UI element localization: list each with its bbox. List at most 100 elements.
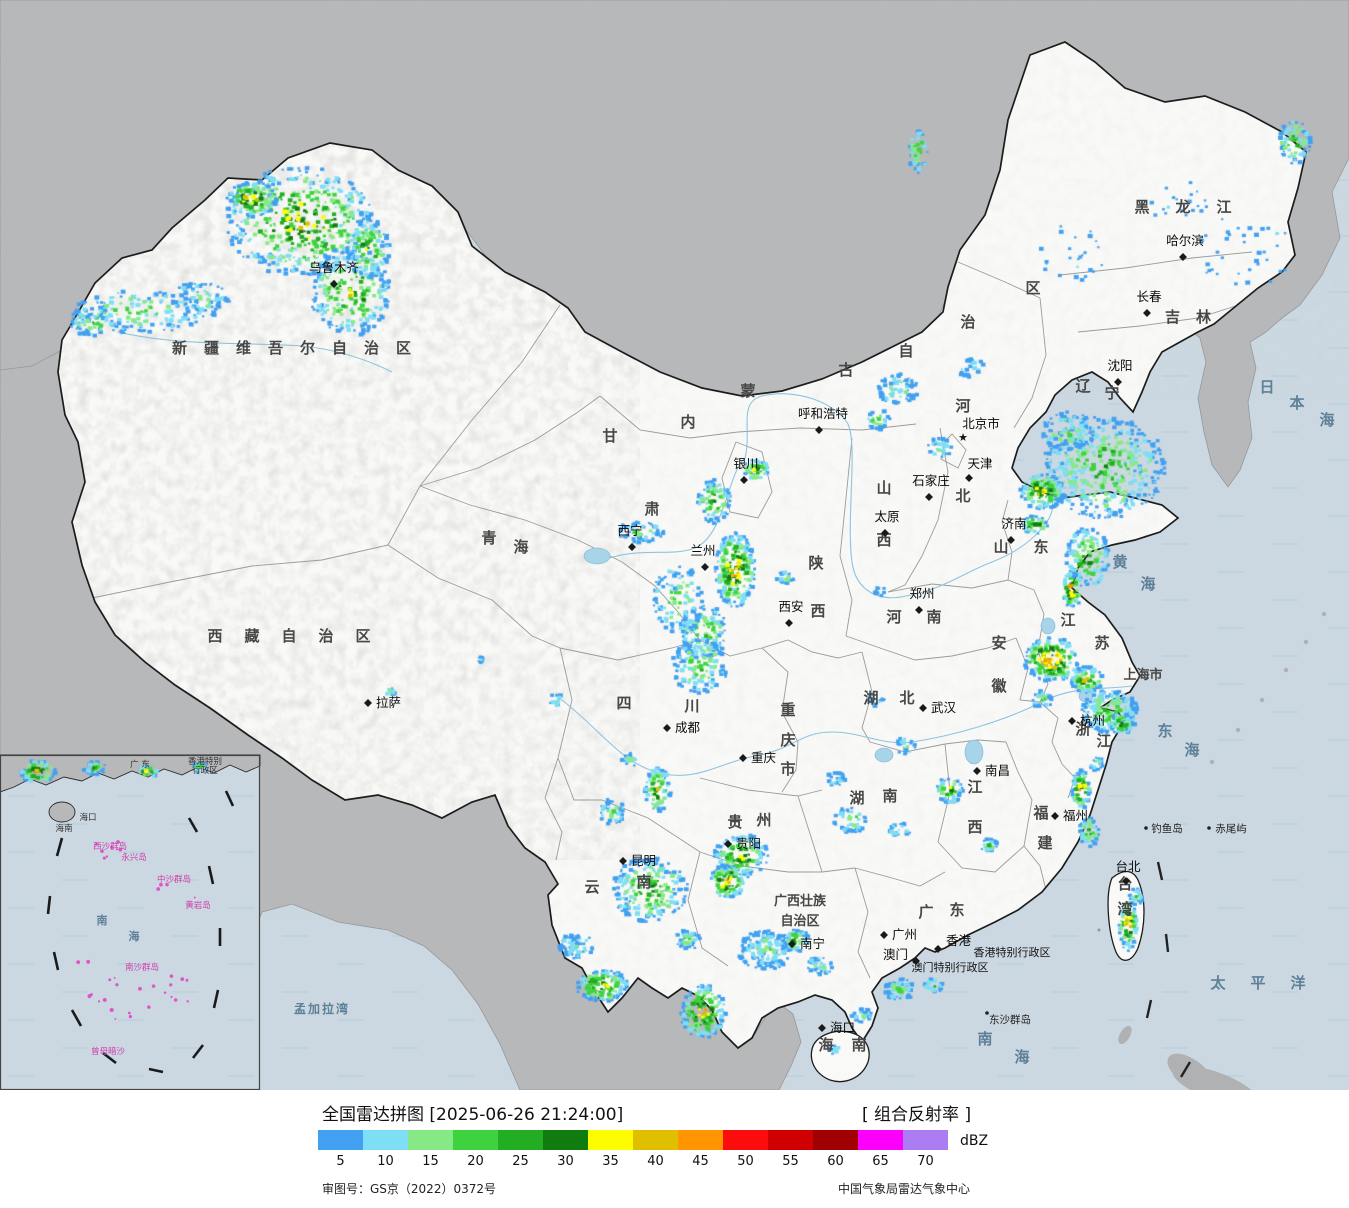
inset-island-dot	[128, 1014, 132, 1019]
legend-value: 40	[647, 1154, 664, 1169]
city-label: 成都	[675, 720, 701, 735]
province-label: 南	[851, 1036, 866, 1054]
admin-region-label: 澳门特别行政区	[912, 960, 989, 974]
diaoyu-island-dot	[1144, 826, 1148, 830]
inset-island-dot	[180, 977, 185, 981]
city-label: 兰州	[690, 543, 715, 558]
province-label: 江	[1096, 732, 1111, 750]
legend-value: 20	[467, 1154, 484, 1169]
inset-island-dot	[114, 1018, 117, 1020]
province-label: 重	[780, 701, 795, 719]
legend-color-cell	[408, 1130, 453, 1150]
sea-label: 南	[97, 913, 108, 927]
sea-label: 孟加拉湾	[294, 1001, 350, 1016]
province-label: 西藏自治区	[207, 627, 392, 645]
legend-value: 60	[827, 1154, 844, 1169]
inset-island-group-dots	[76, 840, 196, 1020]
province-label: 自	[898, 342, 913, 360]
sea-label: 海	[1014, 1048, 1029, 1066]
province-label: 云	[584, 878, 599, 896]
city-marker	[818, 1024, 826, 1032]
city-label: 重庆	[751, 750, 777, 765]
province-label: 江	[1060, 611, 1075, 629]
sea-label: 南	[977, 1030, 992, 1048]
legend-color-cell	[903, 1130, 948, 1150]
legend-value: 65	[872, 1154, 889, 1169]
province-label: 庆	[780, 731, 795, 749]
city-label: 郑州	[909, 586, 934, 601]
inset-island-dot	[170, 995, 173, 999]
city-label: 杭州	[1080, 713, 1105, 728]
city-marker	[1051, 812, 1059, 820]
inset-island-dot	[115, 983, 119, 987]
city-label: 长春	[1136, 289, 1162, 304]
province-label: 陕	[808, 554, 823, 572]
inset-island-dot	[156, 887, 161, 891]
city-label: 西宁	[617, 523, 642, 538]
legend-color-cell	[543, 1130, 588, 1150]
agency-name: 中国气象局雷达气象中心	[838, 1182, 971, 1196]
legend-value-labels: 5 10 15 20 25 30 35 40 45 50 55 60 65 70	[318, 1154, 948, 1169]
province-label: 西	[967, 818, 982, 836]
sea-label: 日	[1259, 378, 1274, 396]
island-label: 东沙群岛	[989, 1013, 1031, 1026]
province-label: 建	[1037, 834, 1053, 852]
province-label: 南	[882, 787, 897, 805]
penghu-dot	[1097, 928, 1101, 932]
province-label: 自治区	[780, 913, 819, 929]
province-label: 苏	[1094, 634, 1109, 652]
legend-value: 25	[512, 1154, 529, 1169]
province-label: 北	[899, 689, 914, 707]
city-marker	[919, 704, 927, 712]
city-label: 沈阳	[1107, 358, 1132, 373]
dongsha-islands-dot	[985, 1011, 989, 1015]
inset-island-dot	[186, 1000, 189, 1003]
inset-island-dot	[173, 998, 178, 1002]
inset-label: 永兴岛	[121, 852, 147, 863]
inset-island-dot	[116, 840, 120, 844]
city-marker	[740, 476, 748, 484]
legend-value: 5	[336, 1154, 345, 1169]
inset-island-dot	[185, 978, 189, 982]
inset-label: 海南	[55, 823, 72, 834]
island-label: 钓鱼岛	[1151, 822, 1183, 835]
province-label: 上海市	[1123, 667, 1162, 683]
inset-island-dot	[118, 847, 123, 852]
inset-island-dot	[97, 1000, 101, 1003]
legend-value: 70	[917, 1154, 934, 1169]
inset-label: 行政区	[192, 765, 218, 776]
province-label: 贵	[727, 813, 742, 831]
map-text-labels: 黑龙江吉林辽 宁内蒙古自治区新疆维吾尔自治区西藏自治区青 海甘肃陕西山西河北山 东河南…	[55, 198, 1334, 1066]
inset-island-dot	[159, 882, 163, 887]
legend-color-cell	[858, 1130, 903, 1150]
province-label: 西	[810, 602, 825, 620]
sea-label: 太	[1210, 974, 1226, 992]
province-label: 四	[616, 694, 631, 712]
city-label: 南昌	[985, 763, 1010, 778]
sea-label: 海	[129, 929, 140, 943]
sea-label: 海	[1140, 575, 1155, 593]
capital-marker: ★	[958, 431, 968, 444]
inset-label: 中沙群岛	[157, 874, 191, 885]
inset-island-dot	[128, 1011, 131, 1015]
city-label: 哈尔滨	[1166, 233, 1204, 248]
province-label: 西	[876, 531, 891, 549]
province-label: 湾	[1117, 900, 1132, 918]
legend-color-cell	[453, 1130, 498, 1150]
city-marker	[739, 754, 747, 762]
province-label: 海	[818, 1036, 833, 1054]
province-label: 辽	[1075, 377, 1090, 395]
province-label: 东	[949, 901, 964, 919]
city-marker	[619, 857, 627, 865]
legend-value: 45	[692, 1154, 709, 1169]
province-label: 河	[886, 608, 901, 626]
inset-island-dot	[86, 959, 91, 964]
legend-colorbar	[318, 1130, 948, 1150]
sea-label: 本	[1289, 394, 1304, 412]
legend-color-cell	[768, 1130, 813, 1150]
inset-island-dot	[147, 1005, 151, 1009]
inset-island-dot	[105, 855, 109, 858]
inset-frame	[0, 754, 261, 1090]
city-label: 乌鲁木齐	[309, 260, 360, 275]
province-label: 新疆维吾尔自治区	[172, 339, 428, 357]
